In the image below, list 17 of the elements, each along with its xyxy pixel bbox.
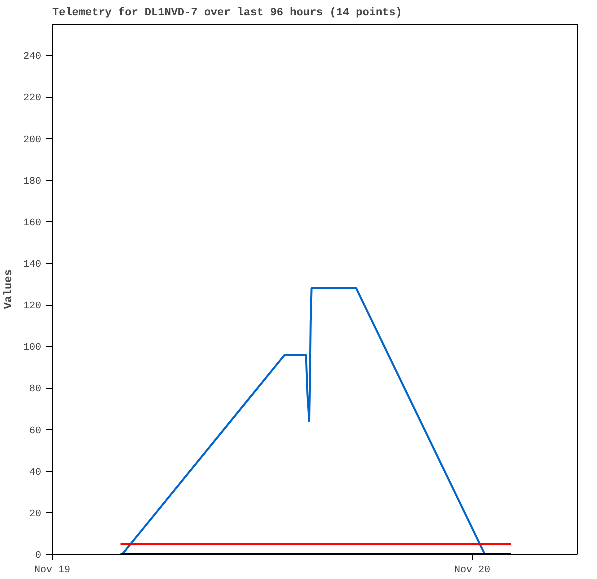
y-tick-label: 160 [23,218,42,230]
y-tick-label: 240 [23,52,42,64]
y-tick-label: 180 [23,176,42,188]
y-axis-title: Values [3,270,16,310]
y-tick-label: 80 [30,384,42,396]
y-tick-label: 120 [23,302,42,313]
y-tick-label: 140 [23,260,42,272]
y-tick-label: 0 [36,551,42,562]
y-tick-label: 60 [30,426,42,438]
y-tick-label: 40 [30,468,42,479]
chart-title: Telemetry for DL1NVD-7 over last 96 hours (14 points) [52,6,402,20]
x-tick-label: Nov 20 [454,566,491,576]
y-tick-label: 20 [30,509,42,520]
x-tick-label: Nov 19 [34,566,71,576]
y-tick-label: 200 [23,135,42,146]
y-tick-label: 220 [23,94,42,105]
y-tick-label: 100 [23,343,42,354]
